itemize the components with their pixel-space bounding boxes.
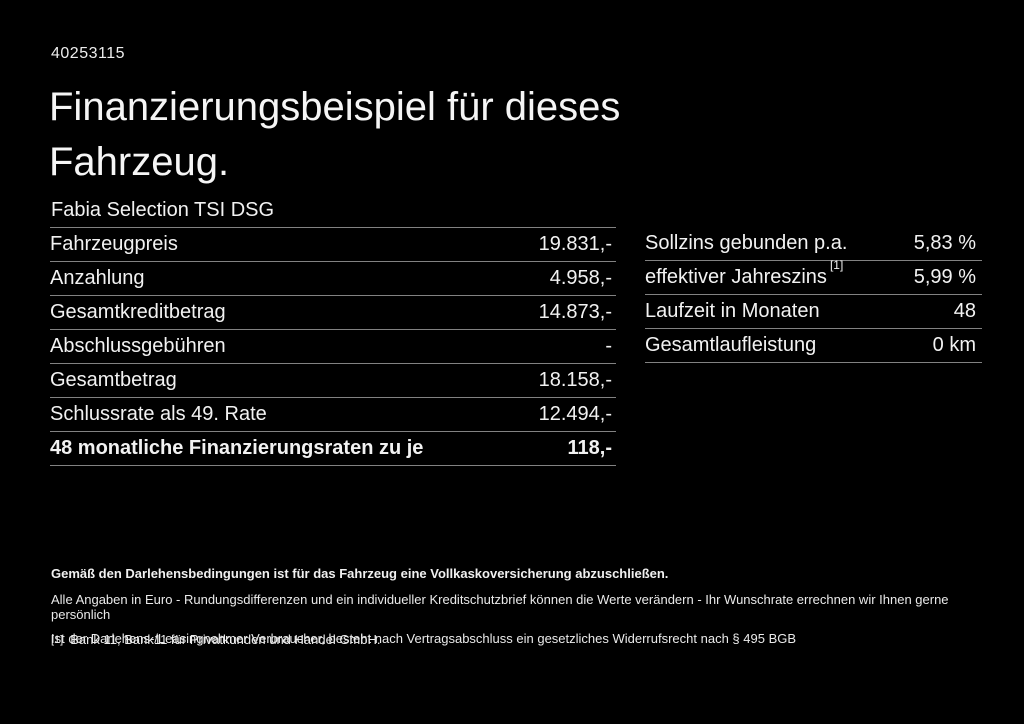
row-label: effektiver Jahreszins[1] xyxy=(645,258,844,288)
table-row-gesamtkreditbetrag: Gesamtkreditbetrag 14.873,- xyxy=(50,296,616,330)
row-value: 48 xyxy=(953,300,976,322)
footnote-text: Bank 11, Bank11 für Privatkunden und Han… xyxy=(70,632,381,647)
table-row-schlussrate: Schlussrate als 49. Rate 12.494,- xyxy=(50,398,616,432)
insurance-note: Gemäß den Darlehensbedingungen ist für d… xyxy=(51,566,669,581)
row-label: Fahrzeugpreis xyxy=(50,233,178,255)
footnote-ref: [1] xyxy=(829,258,844,273)
row-label: 48 monatliche Finanzierungsraten zu je xyxy=(50,437,424,459)
row-value: 5,83 % xyxy=(913,232,976,254)
table-row-laufzeit: Laufzeit in Monaten 48 xyxy=(645,295,982,329)
row-label: Gesamtkreditbetrag xyxy=(50,301,226,323)
vehicle-id-number: 40253115 xyxy=(51,45,125,62)
row-value: 18.158,- xyxy=(538,369,612,391)
table-row-gesamtlaufleistung: Gesamtlaufleistung 0 km xyxy=(645,329,982,363)
table-row-monatsrate: 48 monatliche Finanzierungsraten zu je 1… xyxy=(50,432,616,466)
row-label: Gesamtlaufleistung xyxy=(645,334,817,356)
row-label: Schlussrate als 49. Rate xyxy=(50,403,267,425)
row-label: Laufzeit in Monaten xyxy=(645,300,820,322)
table-row-effektiver-jahreszins: effektiver Jahreszins[1] 5,99 % xyxy=(645,258,982,295)
row-value: 0 km xyxy=(932,334,976,356)
conditions-table: Sollzins gebunden p.a. 5,83 % effektiver… xyxy=(645,227,982,363)
row-value: 4.958,- xyxy=(549,267,612,289)
row-label: Abschlussgebühren xyxy=(50,335,226,357)
row-value: 14.873,- xyxy=(538,301,612,323)
disclaimer-line-1: Alle Angaben in Euro - Rundungsdifferenz… xyxy=(51,592,949,622)
row-value: 12.494,- xyxy=(538,403,612,425)
table-row-fahrzeugpreis: Fahrzeugpreis 19.831,- xyxy=(50,228,616,262)
legal-footer: Gemäß den Darlehensbedingungen ist für d… xyxy=(51,566,981,655)
row-label: Sollzins gebunden p.a. xyxy=(645,232,848,254)
page-title: Finanzierungsbeispiel für dieses Fahrzeu… xyxy=(49,85,621,184)
row-value: 5,99 % xyxy=(913,266,976,288)
row-label: Gesamtbetrag xyxy=(50,369,177,391)
row-value: - xyxy=(605,335,612,357)
disclaimer-line-2: Ist der Darlehens-/Leasingnehmer Verbrau… xyxy=(51,631,797,646)
row-label: Anzahlung xyxy=(50,267,145,289)
finance-table: Fahrzeugpreis 19.831,- Anzahlung 4.958,-… xyxy=(50,227,616,466)
table-row-abschlussgebuehren: Abschlussgebühren - xyxy=(50,330,616,364)
table-row-gesamtbetrag: Gesamtbetrag 18.158,- xyxy=(50,364,616,398)
table-row-anzahlung: Anzahlung 4.958,- xyxy=(50,262,616,296)
vehicle-model-name: Fabia Selection TSI DSG xyxy=(51,199,275,221)
bank-footnote: [1] Bank 11, Bank11 für Privatkunden und … xyxy=(51,632,381,647)
footnote-marker: [1] xyxy=(51,634,64,646)
row-value: 19.831,- xyxy=(538,233,612,255)
table-row-sollzins: Sollzins gebunden p.a. 5,83 % xyxy=(645,227,982,261)
row-value: 118,- xyxy=(567,437,612,459)
